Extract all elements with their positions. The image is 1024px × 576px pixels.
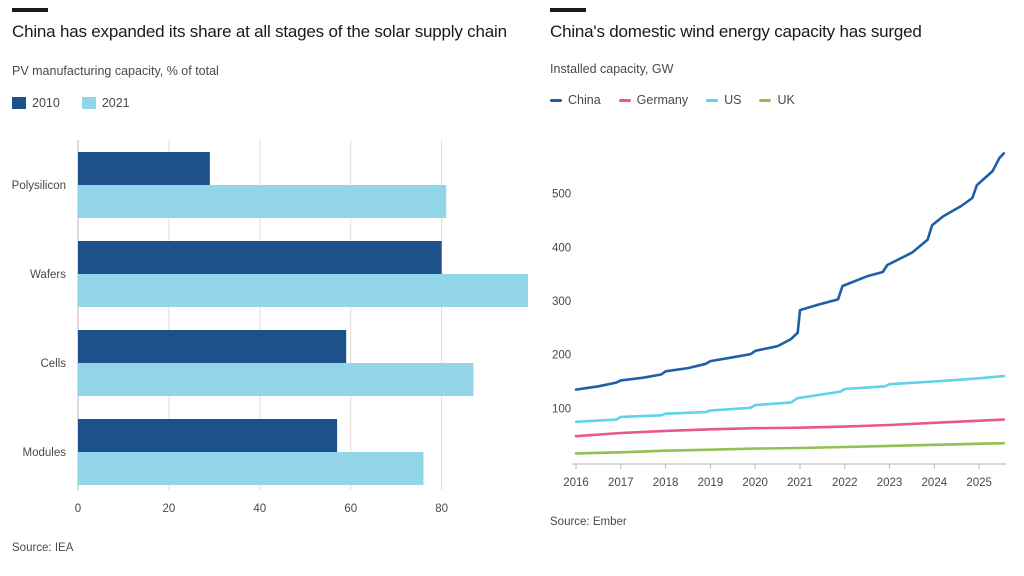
solar-bar-chart: 0 20 40 60 80 Polysilicon Wafers Cells Modules <box>12 140 528 515</box>
legend-item-china: China <box>550 93 601 107</box>
wind-chart-title: China's domestic wind energy capacity ha… <box>550 22 922 41</box>
wind-chart-panel: China's domestic wind energy capacity ha… <box>546 0 1024 576</box>
legend-swatch-uk <box>759 98 772 102</box>
bar-2021-cells <box>78 363 474 396</box>
legend-label-china: China <box>568 93 601 107</box>
bar-2010-polysilicon <box>78 152 210 185</box>
solar-chart-legend: 2010 2021 <box>12 96 130 110</box>
y-tick-label: 100 <box>552 403 571 415</box>
y-tick-label: 200 <box>552 350 571 362</box>
legend-item-us: US <box>706 93 741 107</box>
bar-2021-modules <box>78 452 424 485</box>
wind-line-chart: 100 200 300 400 500 2016 2017 2018 2019 2020 2021 2… <box>552 152 1006 489</box>
legend-swatch-china <box>550 98 562 102</box>
legend-item-2010: 2010 <box>12 96 60 110</box>
series-line-uk <box>574 441 1006 455</box>
y-tick-label: 400 <box>552 242 571 254</box>
category-label: Polysilicon <box>12 180 66 192</box>
bar-2021-wafers <box>78 274 528 307</box>
legend-item-uk: UK <box>759 93 795 107</box>
legend-swatch-2021 <box>81 97 96 109</box>
x-tick-label: 0 <box>75 503 81 515</box>
category-label: Modules <box>23 447 67 459</box>
solar-chart-title: China has expanded its share at all stag… <box>12 22 507 41</box>
wind-chart-subtitle: Installed capacity, GW <box>550 62 674 76</box>
legend-item-germany: Germany <box>618 93 689 107</box>
x-tick-label: 60 <box>344 503 357 515</box>
legend-label-2010: 2010 <box>32 96 60 110</box>
legend-item-2021: 2021 <box>81 96 130 110</box>
bar-2021-polysilicon <box>78 185 447 218</box>
y-tick-label: 500 <box>552 189 571 201</box>
x-tick-label: 2024 <box>922 477 948 489</box>
legend-swatch-2010 <box>12 97 26 109</box>
solar-chart-subtitle: PV manufacturing capacity, % of total <box>12 64 219 78</box>
solar-chart-source: Source: IEA <box>12 542 74 554</box>
legend-label-uk: UK <box>777 93 795 107</box>
bar-2010-modules <box>78 419 338 452</box>
category-label: Wafers <box>30 269 66 281</box>
series-line-germany <box>574 418 1006 438</box>
series-line-us <box>574 374 1006 424</box>
x-tick-label: 2016 <box>563 477 589 489</box>
x-tick-label: 2023 <box>877 477 903 489</box>
title-accent-bar <box>12 8 48 12</box>
series-line-china <box>574 152 1006 391</box>
x-tick-label: 2020 <box>742 477 768 489</box>
x-tick-label: 2025 <box>966 477 992 489</box>
solar-chart-panel: China has expanded its share at all stag… <box>12 8 528 554</box>
category-label: Cells <box>40 358 66 370</box>
title-accent-bar <box>550 8 586 12</box>
x-tick-label: 2019 <box>698 477 724 489</box>
x-tick-label: 2018 <box>653 477 679 489</box>
x-tick-label: 40 <box>253 503 266 515</box>
wind-chart-source: Source: Ember <box>550 516 627 528</box>
wind-chart-legend: China Germany US UK <box>550 93 795 107</box>
x-tick-label: 20 <box>163 503 176 515</box>
legend-label-us: US <box>724 93 742 107</box>
legend-swatch-us <box>706 98 719 102</box>
legend-swatch-germany <box>618 98 631 102</box>
legend-label-germany: Germany <box>636 93 689 107</box>
y-tick-label: 300 <box>552 296 571 308</box>
x-tick-label: 80 <box>435 503 448 515</box>
x-tick-label: 2022 <box>832 477 858 489</box>
x-tick-label: 2021 <box>787 477 813 489</box>
x-tick-label: 2017 <box>608 477 634 489</box>
bar-2010-cells <box>78 330 347 363</box>
legend-label-2021: 2021 <box>101 96 130 110</box>
bar-2010-wafers <box>78 241 442 274</box>
